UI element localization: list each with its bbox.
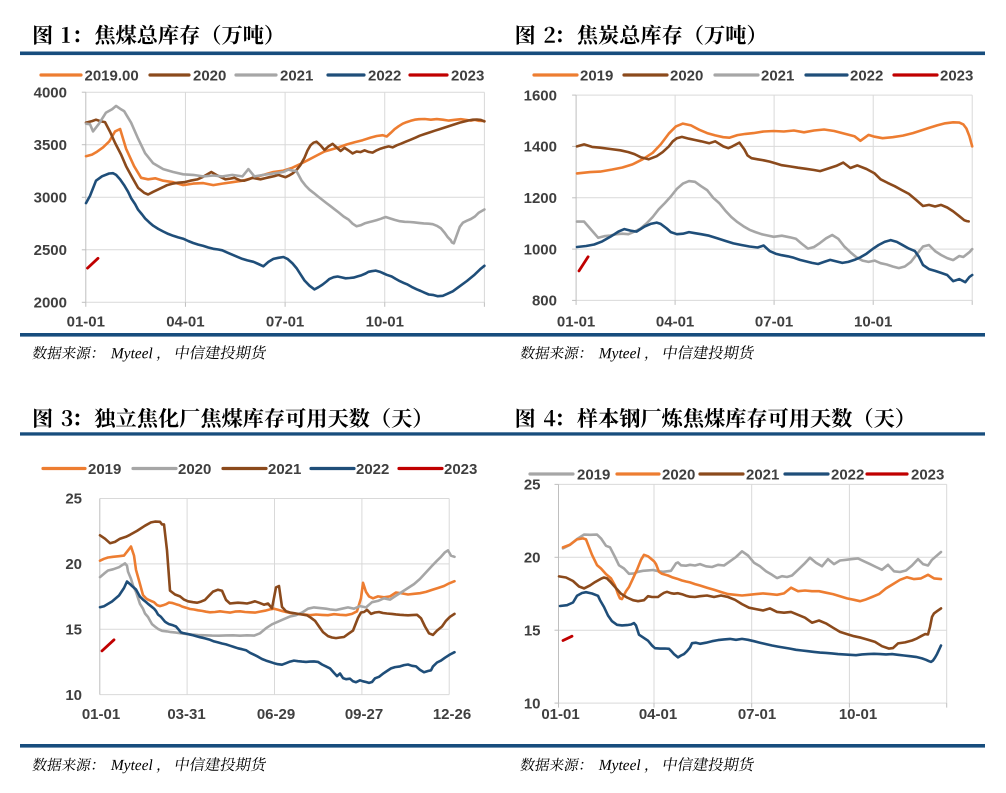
svg-text:20: 20 (524, 550, 541, 567)
svg-text:1400: 1400 (524, 139, 557, 156)
svg-text:4000: 4000 (34, 84, 67, 101)
svg-text:2019.00: 2019.00 (85, 67, 139, 84)
svg-text:3000: 3000 (34, 190, 67, 207)
svg-text:2019: 2019 (577, 466, 610, 483)
svg-text:01-01: 01-01 (541, 706, 579, 723)
svg-text:2020: 2020 (670, 67, 703, 84)
svg-text:2020: 2020 (178, 461, 211, 478)
svg-text:10: 10 (65, 687, 82, 704)
svg-text:07-01: 07-01 (738, 706, 776, 723)
svg-text:2022: 2022 (368, 67, 401, 84)
svg-text:2023: 2023 (911, 466, 944, 483)
svg-text:01-01: 01-01 (82, 706, 120, 723)
svg-text:04-01: 04-01 (656, 313, 694, 330)
svg-text:3500: 3500 (34, 137, 67, 154)
svg-text:25: 25 (524, 477, 541, 494)
svg-text:1600: 1600 (524, 87, 557, 104)
svg-text:2022: 2022 (850, 67, 883, 84)
svg-text:04-01: 04-01 (639, 706, 677, 723)
svg-text:800: 800 (532, 293, 557, 310)
svg-text:10-01: 10-01 (366, 313, 404, 330)
svg-text:2021: 2021 (268, 461, 301, 478)
svg-text:2021: 2021 (280, 67, 313, 84)
svg-text:2022: 2022 (831, 466, 864, 483)
svg-text:2000: 2000 (34, 295, 67, 312)
svg-text:12-26: 12-26 (433, 706, 471, 723)
svg-text:09-27: 09-27 (345, 706, 383, 723)
svg-text:15: 15 (524, 622, 541, 639)
svg-text:10-01: 10-01 (854, 313, 892, 330)
svg-text:2019: 2019 (580, 67, 613, 84)
svg-text:01-01: 01-01 (557, 313, 595, 330)
svg-text:10: 10 (524, 695, 541, 712)
svg-text:2020: 2020 (662, 466, 695, 483)
svg-text:01-01: 01-01 (67, 313, 105, 330)
svg-text:07-01: 07-01 (266, 313, 304, 330)
svg-text:2023: 2023 (444, 461, 477, 478)
svg-text:2021: 2021 (746, 466, 779, 483)
svg-text:2021: 2021 (761, 67, 794, 84)
svg-text:15: 15 (65, 621, 82, 638)
svg-text:04-01: 04-01 (166, 313, 204, 330)
svg-text:10-01: 10-01 (839, 706, 877, 723)
svg-text:07-01: 07-01 (755, 313, 793, 330)
svg-text:03-31: 03-31 (167, 706, 205, 723)
svg-text:1000: 1000 (524, 241, 557, 258)
svg-text:2023: 2023 (451, 67, 484, 84)
svg-text:20: 20 (65, 556, 82, 573)
svg-text:1200: 1200 (524, 190, 557, 207)
svg-text:2020: 2020 (193, 67, 226, 84)
svg-text:2022: 2022 (356, 461, 389, 478)
svg-text:25: 25 (65, 491, 82, 508)
svg-text:06-29: 06-29 (257, 706, 295, 723)
svg-text:2019: 2019 (88, 461, 121, 478)
svg-text:2500: 2500 (34, 242, 67, 259)
svg-text:2023: 2023 (940, 67, 973, 84)
